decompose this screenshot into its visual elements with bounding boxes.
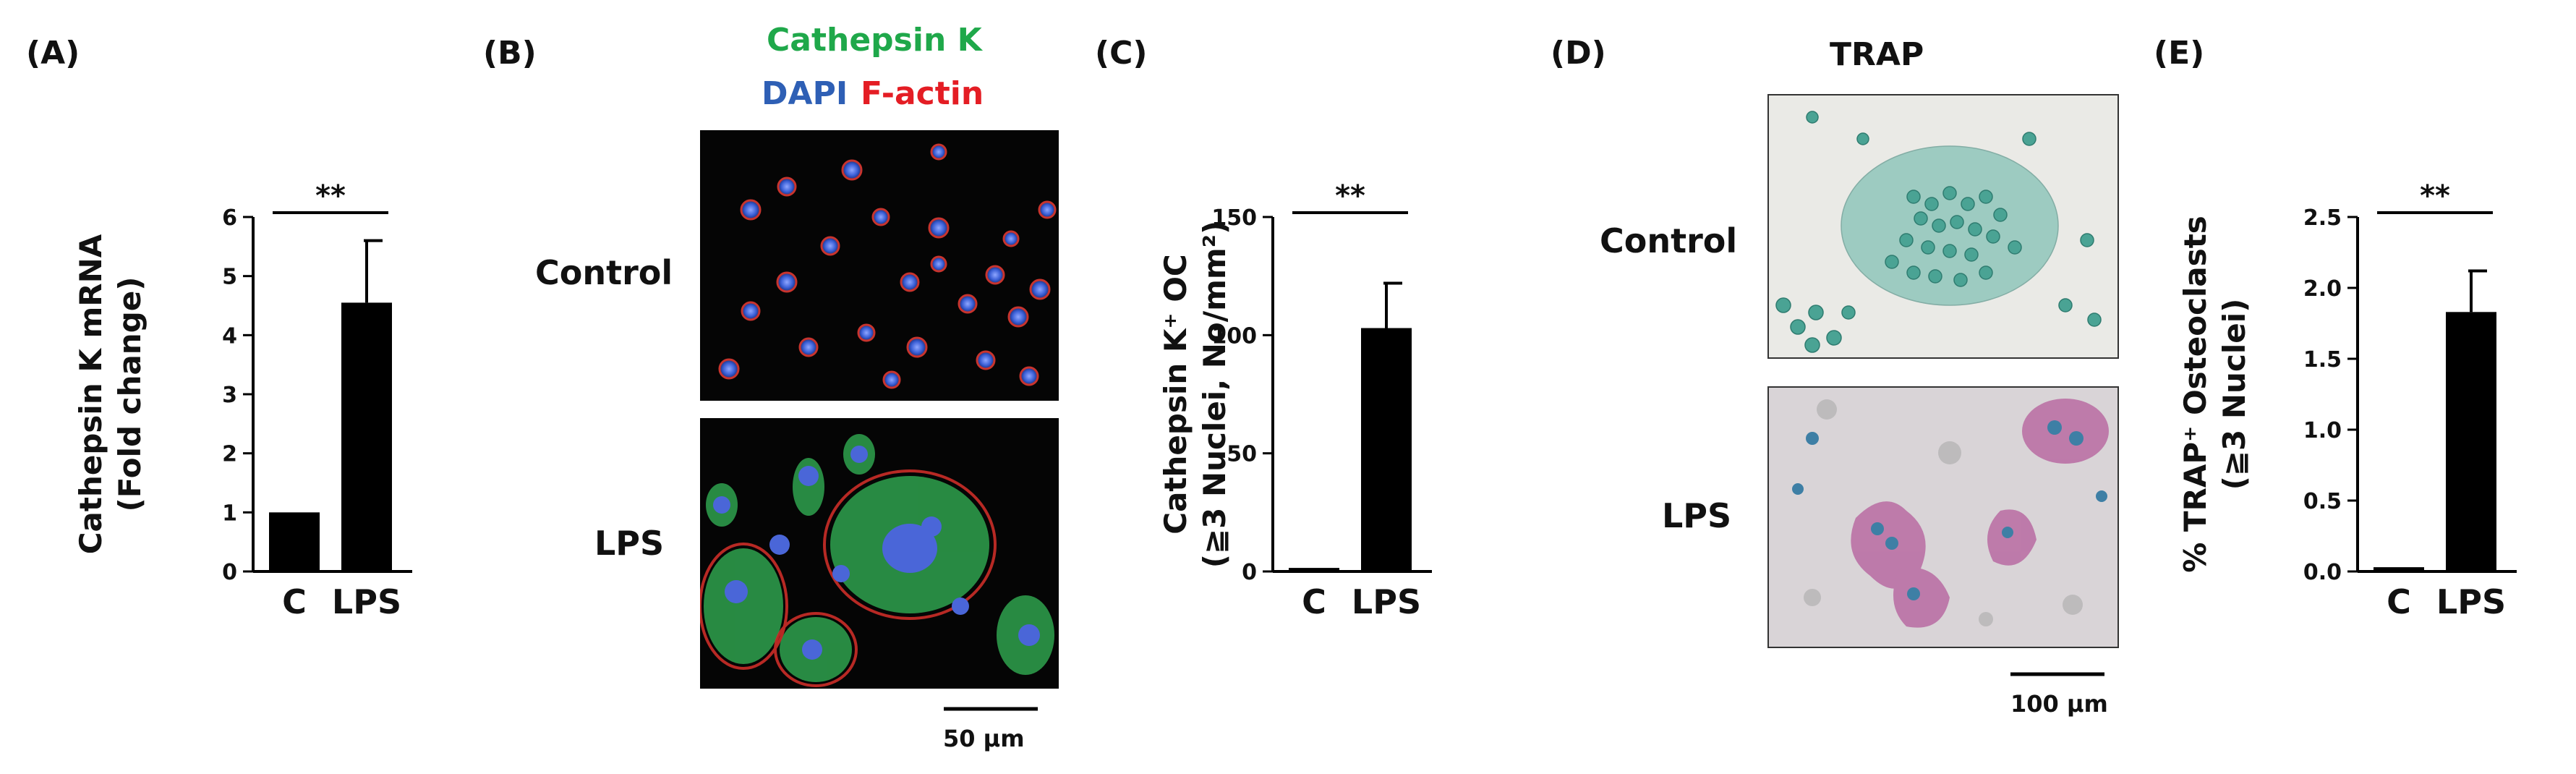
chart-c: 0 50 100 150 C LPS ** Cathepsin K⁺ OC (≧3 Nuclei…: [1158, 179, 1432, 621]
bar-E-C: [2374, 567, 2424, 571]
y-tick-label-E: 1.5: [2303, 347, 2342, 373]
y-tick-label-E: 2.0: [2303, 276, 2342, 302]
row-label-lps-d: LPS: [1662, 496, 1732, 535]
micrograph-lps-fluorescence: [700, 418, 1059, 689]
y-tick-label-C: 0: [1242, 560, 1257, 585]
stain-factin-label: F-actin: [861, 75, 984, 112]
y-tick-label-A: 3: [222, 383, 237, 408]
row-label-control-d: Control: [1600, 221, 1738, 260]
trap-cells-control: [1775, 111, 2102, 353]
y-label-line1-A: Cathepsin K mRNA: [73, 234, 108, 554]
panel-letter-e: (E): [2154, 35, 2205, 72]
trap-title: TRAP: [1830, 36, 1924, 73]
y-tick-label-C: 150: [1211, 205, 1257, 231]
bar-A-C: [269, 512, 320, 571]
bar-A-LPS: [341, 302, 392, 571]
y-tick-label-E: 1.0: [2303, 418, 2342, 443]
x-tick-label-A-LPS: LPS: [332, 582, 401, 621]
y-tick-label-E: 0.5: [2303, 489, 2342, 514]
scale-label-d: 100 μm: [2010, 690, 2108, 718]
x-tick-label-E-C: C: [2387, 582, 2411, 621]
y-axis-label-C: Cathepsin K⁺ OC (≧3 Nuclei, No/mm²): [1158, 221, 1232, 569]
stain-dapi-label: DAPI: [762, 75, 848, 112]
y-label-line1-E: % TRAP⁺ Osteoclasts: [2178, 216, 2213, 573]
micrograph-lps-trap: [1767, 386, 2119, 648]
x-tick-label-C-LPS: LPS: [1352, 582, 1421, 621]
significance-stars-C: **: [1335, 179, 1365, 213]
panel-letter-c: (C): [1095, 35, 1148, 72]
x-tick-label-C-C: C: [1302, 582, 1326, 621]
y-label-line2-C: (≧3 Nuclei, No/mm²): [1197, 221, 1232, 569]
y-tick-label-A: 4: [222, 323, 237, 349]
chart-a: 0 1 2 3 4 5 6 C LPS ** Cathepsin K mRNA (Fold chang…: [73, 179, 412, 621]
x-tick-label-E-LPS: LPS: [2436, 582, 2506, 621]
y-tick-label-C: 100: [1211, 323, 1257, 349]
fluorescence-cells-control: [718, 143, 1057, 389]
fluorescence-cells-lps: [700, 434, 1054, 687]
x-tick-label-A-C: C: [282, 582, 307, 621]
y-tick-label-A: 2: [222, 442, 237, 467]
y-tick-label-A: 6: [222, 205, 237, 231]
row-label-control-b: Control: [535, 253, 673, 292]
bar-E-LPS: [2446, 312, 2496, 571]
y-axis-label-A: Cathepsin K mRNA (Fold change): [73, 234, 148, 554]
chart-e: 0.0 0.5 1.0 1.5 2.0 2.5 C LPS ** % TRAP⁺ Osteocla…: [2178, 179, 2517, 621]
panel-letter-b: (B): [483, 35, 537, 72]
y-tick-label-A: 0: [222, 560, 237, 585]
micrograph-control-fluorescence: [700, 130, 1059, 401]
significance-stars-A: **: [315, 179, 346, 213]
micrograph-control-trap: [1767, 94, 2119, 359]
y-axis-label-E: % TRAP⁺ Osteoclasts (≧3 Nuclei): [2178, 216, 2252, 573]
significance-stars-E: **: [2420, 179, 2450, 213]
scale-label-b: 50 μm: [943, 725, 1025, 752]
stain-cathepsin-label: Cathepsin K: [767, 22, 982, 59]
bar-C-C: [1289, 568, 1339, 571]
panel-letter-d: (D): [1551, 35, 1606, 72]
row-label-lps-b: LPS: [594, 524, 665, 563]
panel-letter-a: (A): [26, 35, 80, 72]
y-tick-label-C: 50: [1227, 442, 1257, 467]
bar-C-LPS: [1361, 328, 1412, 571]
trap-cells-lps: [1792, 399, 2109, 628]
y-label-line2-E: (≧3 Nuclei): [2217, 299, 2252, 490]
y-label-line1-C: Cathepsin K⁺ OC: [1158, 254, 1193, 534]
y-label-line2-A: (Fold change): [112, 277, 148, 512]
y-tick-label-E: 0.0: [2303, 560, 2342, 585]
y-tick-label-A: 5: [222, 265, 237, 290]
y-tick-label-A: 1: [222, 501, 237, 526]
y-tick-label-E: 2.5: [2303, 205, 2342, 231]
